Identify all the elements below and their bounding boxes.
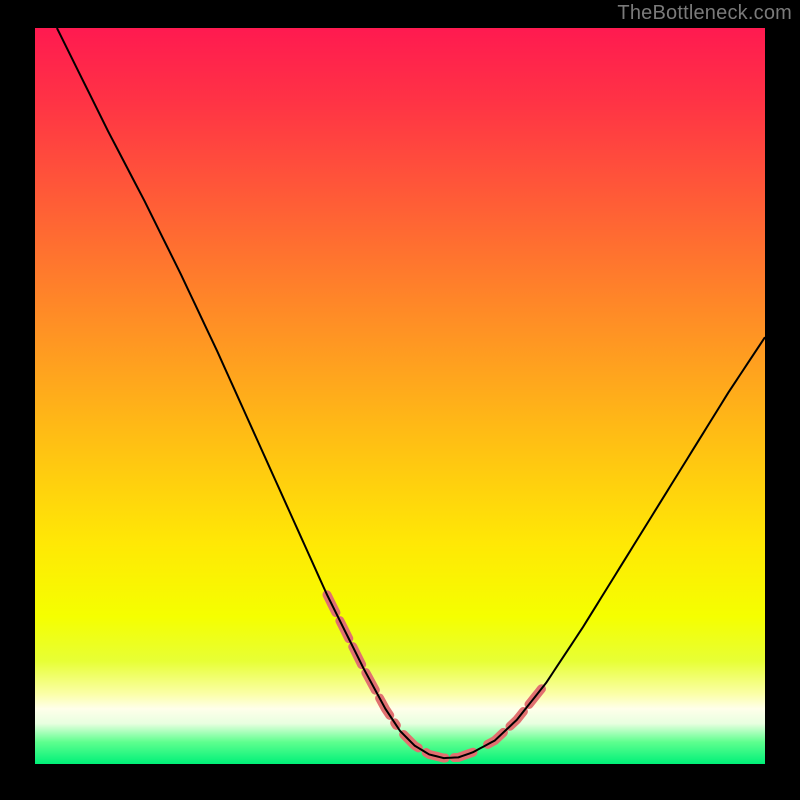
plot-background [35, 28, 765, 764]
chart-frame: TheBottleneck.com [0, 0, 800, 800]
watermark-text: TheBottleneck.com [617, 2, 792, 25]
bottleneck-chart [0, 0, 800, 800]
